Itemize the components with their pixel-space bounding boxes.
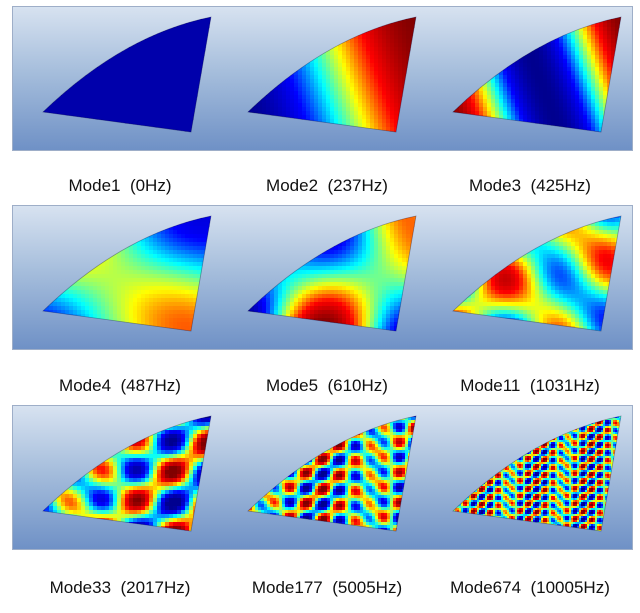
sector-outline	[452, 415, 622, 532]
mode-shape-plot	[218, 406, 418, 551]
mode-shape-field	[453, 17, 621, 132]
mode-shape-svg	[452, 415, 622, 532]
mode-frequency: (425Hz)	[530, 176, 591, 195]
mode-frequency: (237Hz)	[327, 176, 388, 195]
mode-shape-svg	[247, 16, 417, 133]
mode-shape-svg	[42, 415, 212, 532]
mode-shape-svg	[247, 215, 417, 332]
mode-shape-field	[248, 17, 416, 132]
mode-label: Mode1	[68, 176, 121, 195]
sector-outline	[247, 215, 417, 332]
mode-label: Mode3	[469, 176, 522, 195]
mode-label: Mode177	[251, 578, 323, 597]
mode-frequency: (487Hz)	[120, 376, 181, 395]
mode-label: Mode4	[59, 376, 112, 395]
mode-label: Mode5	[266, 376, 319, 395]
mode-shape-field	[43, 216, 211, 331]
mode-shape-svg	[452, 16, 622, 133]
mode-shape-field	[248, 416, 416, 531]
mode-row-panel	[12, 6, 633, 151]
sector-outline	[452, 16, 622, 133]
mode-frequency: (0Hz)	[129, 176, 172, 195]
mode-caption: Mode4 (487Hz)	[15, 376, 225, 396]
mode-frequency: (1031Hz)	[529, 376, 600, 395]
mode-shape-svg	[452, 215, 622, 332]
mode-shape-plot	[218, 206, 418, 351]
mode-shape-svg	[42, 215, 212, 332]
mode-label: Mode11	[460, 376, 521, 395]
mode-caption: Mode177 (5005Hz)	[222, 578, 432, 598]
mode-frequency: (2017Hz)	[120, 578, 191, 597]
mode-shape-field	[453, 416, 621, 531]
mode-label: Mode2	[266, 176, 319, 195]
mode-row-panel	[12, 205, 633, 350]
mode-caption: Mode1 (0Hz)	[15, 176, 225, 196]
mode-frequency: (10005Hz)	[530, 578, 610, 597]
mode-shape-plot	[423, 206, 623, 351]
mode-caption: Mode2 (237Hz)	[222, 176, 432, 196]
mode-shape-svg	[42, 16, 212, 133]
mode-shape-plot	[13, 406, 213, 551]
mode-shape-field	[248, 216, 416, 331]
mode-caption: Mode33 (2017Hz)	[15, 578, 225, 598]
sector-outline	[42, 215, 212, 332]
mode-shape-field	[453, 216, 621, 331]
mode-shape-field	[43, 416, 211, 531]
mode-shape-plot	[218, 7, 418, 152]
mode-shape-plot	[13, 206, 213, 351]
mode-shape-plot	[13, 7, 213, 152]
mode-row-panel	[12, 405, 633, 550]
mode-label: Mode674	[450, 578, 522, 597]
mode-caption: Mode674 (10005Hz)	[425, 578, 635, 598]
sector-outline	[42, 415, 212, 532]
mode-caption: Mode5 (610Hz)	[222, 376, 432, 396]
mode-shape-plot	[423, 406, 623, 551]
mode-frequency: (610Hz)	[327, 376, 388, 395]
sector-outline	[247, 16, 417, 133]
sector-outline	[42, 16, 212, 133]
sector-outline	[247, 415, 417, 532]
mode-shape-field	[43, 17, 211, 132]
mode-shape-svg	[247, 415, 417, 532]
mode-caption: Mode3 (425Hz)	[425, 176, 635, 196]
sector-outline	[452, 215, 622, 332]
mode-label: Mode33	[49, 578, 112, 597]
mode-shape-plot	[423, 7, 623, 152]
mode-caption: Mode11 (1031Hz)	[425, 376, 635, 396]
mode-frequency: (5005Hz)	[332, 578, 403, 597]
